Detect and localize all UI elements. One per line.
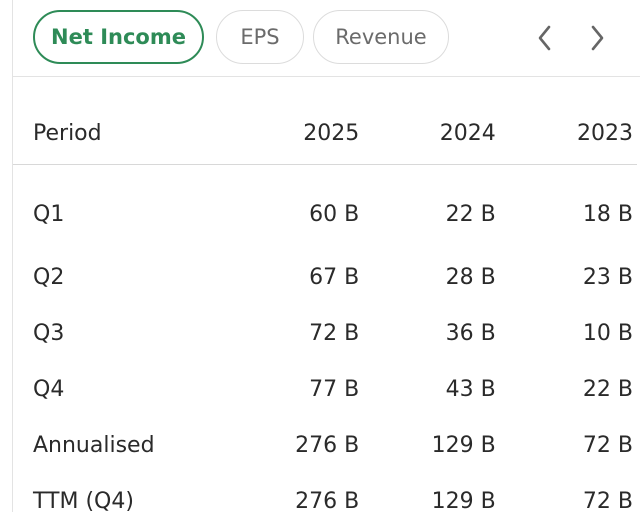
row-label: Q4 (33, 376, 65, 402)
financials-card: Net Income EPS Revenue Period 2025 2024 … (12, 0, 640, 514)
cell-value: 276 B (295, 488, 360, 514)
row-label: Q1 (33, 201, 65, 227)
column-header-2025: 2025 (220, 102, 360, 165)
cell-value: 129 B (431, 488, 496, 514)
cell-value: 43 B (445, 376, 496, 402)
metric-tabs: Net Income EPS Revenue (13, 0, 640, 77)
column-header-2023: 2023 (495, 102, 637, 165)
cell-value: 22 B (582, 376, 633, 402)
column-header-period: Period (13, 102, 221, 165)
chevron-left-icon (538, 25, 551, 51)
table-row: Annualised 276 B 129 B 72 B (13, 417, 637, 473)
row-label: Q2 (33, 264, 65, 290)
table-row: Q3 72 B 36 B 10 B (13, 305, 637, 361)
cell-value: 72 B (582, 488, 633, 514)
cell-value: 10 B (582, 320, 633, 346)
table-row: Q1 60 B 22 B 18 B (13, 165, 637, 250)
row-label: Q3 (33, 320, 65, 346)
table-row: TTM (Q4) 276 B 129 B 72 B (13, 473, 637, 529)
column-header-2024: 2024 (359, 102, 496, 165)
cell-value: 36 B (445, 320, 496, 346)
cell-value: 22 B (445, 201, 496, 227)
tab-revenue[interactable]: Revenue (313, 10, 449, 64)
tab-eps[interactable]: EPS (216, 10, 304, 64)
table-header-row: Period 2025 2024 2023 (13, 102, 637, 165)
tab-net-income[interactable]: Net Income (33, 10, 204, 64)
table-row: Q2 67 B 28 B 23 B (13, 249, 637, 305)
next-button[interactable] (579, 20, 615, 56)
chevron-right-icon (591, 25, 604, 51)
cell-value: 72 B (309, 320, 360, 346)
cell-value: 23 B (582, 264, 633, 290)
cell-value: 28 B (445, 264, 496, 290)
previous-button[interactable] (527, 20, 563, 56)
cell-value: 60 B (309, 201, 360, 227)
cell-value: 72 B (582, 432, 633, 458)
row-label: TTM (Q4) (33, 488, 134, 514)
cell-value: 18 B (582, 201, 633, 227)
cell-value: 276 B (295, 432, 360, 458)
cell-value: 129 B (431, 432, 496, 458)
cell-value: 77 B (309, 376, 360, 402)
table-row: Q4 77 B 43 B 22 B (13, 361, 637, 417)
financials-table: Period 2025 2024 2023 Q1 60 B 22 B 18 B … (13, 102, 637, 529)
row-label: Annualised (33, 432, 155, 458)
cell-value: 67 B (309, 264, 360, 290)
